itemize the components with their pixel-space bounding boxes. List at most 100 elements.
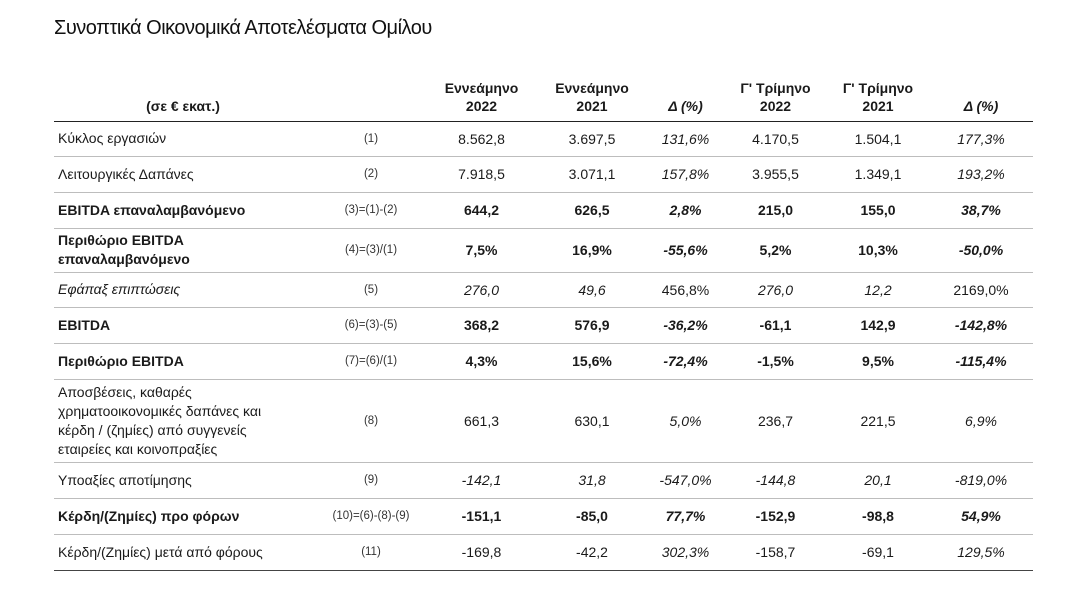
cell: -169,8 (426, 534, 537, 571)
cell: 6,9% (929, 379, 1033, 463)
table-row-ebitda: EBITDA (6)=(3)-(5) 368,2 576,9 -36,2% -6… (54, 307, 1033, 344)
table-row-recurring-ebitda: EBITDA επαναλαμβανόμενο (3)=(1)-(2) 644,… (54, 192, 1033, 229)
cell: 31,8 (537, 462, 647, 499)
cell: 2,8% (647, 192, 724, 229)
financial-results-table: (σε € εκατ.) Εννεάμηνο 2022 Εννεάμηνο 2021… (54, 78, 1033, 571)
col-header-9m-2022: Εννεάμηνο 2022 (444, 79, 519, 114)
row-ref: (10)=(6)-(8)-(9) (316, 498, 426, 535)
cell: 16,9% (537, 228, 647, 273)
row-label: Αποσβέσεις, καθαρές χρηματοοικονομικές δα… (54, 379, 316, 463)
cell: -55,6% (647, 228, 724, 273)
cell: 15,6% (537, 343, 647, 380)
table-row-ebitda-margin: Περιθώριο EBITDA (7)=(6)/(1) 4,3% 15,6% … (54, 343, 1033, 380)
table-row-recurring-ebitda-margin: Περιθώριο EBITDA επαναλαμβανόμενο (4)=(3)… (54, 228, 1033, 273)
cell: 155,0 (827, 192, 929, 229)
row-label: Κέρδη/(Ζημίες) προ φόρων (54, 498, 316, 535)
col-header-q3-2022: Γ' Τρίμηνο 2022 (740, 79, 811, 114)
col-header-delta-q3: Δ (%) (963, 97, 999, 114)
cell: 456,8% (647, 272, 724, 308)
cell: 142,9 (827, 307, 929, 344)
cell: 38,7% (929, 192, 1033, 229)
row-ref: (9) (316, 462, 426, 499)
row-label: EBITDA επαναλαμβανόμενο (54, 192, 316, 229)
ref-header (316, 78, 426, 121)
cell: -85,0 (537, 498, 647, 535)
col-header-9m-2021: Εννεάμηνο 2021 (555, 79, 629, 114)
cell: 10,3% (827, 228, 929, 273)
cell: 368,2 (426, 307, 537, 344)
row-label: Κέρδη/(Ζημίες) μετά από φόρους (54, 534, 316, 571)
cell: -144,8 (724, 462, 827, 499)
cell: 576,9 (537, 307, 647, 344)
cell: 5,2% (724, 228, 827, 273)
cell: 2169,0% (929, 272, 1033, 308)
cell: -151,1 (426, 498, 537, 535)
cell: 3.071,1 (537, 156, 647, 193)
cell: 8.562,8 (426, 121, 537, 157)
cell: 302,3% (647, 534, 724, 571)
cell: -69,1 (827, 534, 929, 571)
cell: 20,1 (827, 462, 929, 499)
col-header-q3-2021: Γ' Τρίμηνο 2021 (842, 79, 914, 114)
table-header-row: (σε € εκατ.) Εννεάμηνο 2022 Εννεάμηνο 2021… (54, 78, 1033, 121)
cell: -61,1 (724, 307, 827, 344)
cell: -142,8% (929, 307, 1033, 344)
cell: -98,8 (827, 498, 929, 535)
row-ref: (1) (316, 121, 426, 157)
row-label: EBITDA (54, 307, 316, 344)
cell: 4,3% (426, 343, 537, 380)
cell: 177,3% (929, 121, 1033, 157)
cell: 276,0 (426, 272, 537, 308)
cell: -152,9 (724, 498, 827, 535)
cell: 9,5% (827, 343, 929, 380)
table-row-impairments: Υποαξίες αποτίμησης (9) -142,1 31,8 -547… (54, 462, 1033, 499)
row-label: Εφάπαξ επιπτώσεις (54, 272, 316, 308)
table-row-profit-after-tax: Κέρδη/(Ζημίες) μετά από φόρους (11) -169… (54, 534, 1033, 571)
cell: -547,0% (647, 462, 724, 499)
cell: 12,2 (827, 272, 929, 308)
row-label: Λειτουργικές Δαπάνες (54, 156, 316, 193)
row-ref: (6)=(3)-(5) (316, 307, 426, 344)
row-ref: (11) (316, 534, 426, 571)
cell: -115,4% (929, 343, 1033, 380)
cell: 157,8% (647, 156, 724, 193)
cell: 129,5% (929, 534, 1033, 571)
row-ref: (8) (316, 379, 426, 463)
row-ref: (2) (316, 156, 426, 193)
cell: 215,0 (724, 192, 827, 229)
row-ref: (4)=(3)/(1) (316, 228, 426, 273)
cell: 7,5% (426, 228, 537, 273)
row-label: Κύκλος εργασιών (54, 121, 316, 157)
cell: 1.504,1 (827, 121, 929, 157)
col-header-delta-9m: Δ (%) (668, 97, 703, 114)
cell: -1,5% (724, 343, 827, 380)
cell: 644,2 (426, 192, 537, 229)
cell: 49,6 (537, 272, 647, 308)
cell: 630,1 (537, 379, 647, 463)
row-ref: (5) (316, 272, 426, 308)
row-label: Υποαξίες αποτίμησης (54, 462, 316, 499)
row-ref: (3)=(1)-(2) (316, 192, 426, 229)
table-row-revenue: Κύκλος εργασιών (1) 8.562,8 3.697,5 131,… (54, 121, 1033, 157)
table-row-depreciation: Αποσβέσεις, καθαρές χρηματοοικονομικές δα… (54, 379, 1033, 463)
table-row-one-off-effects: Εφάπαξ επιπτώσεις (5) 276,0 49,6 456,8% … (54, 272, 1033, 308)
cell: 54,9% (929, 498, 1033, 535)
row-label: Περιθώριο EBITDA (54, 343, 316, 380)
cell: 7.918,5 (426, 156, 537, 193)
row-ref: (7)=(6)/(1) (316, 343, 426, 380)
cell: 626,5 (537, 192, 647, 229)
cell: -72,4% (647, 343, 724, 380)
page-title: Συνοπτικά Οικονομικά Αποτελέσματα Ομίλου (54, 17, 432, 39)
cell: 3.697,5 (537, 121, 647, 157)
table-row-opex: Λειτουργικές Δαπάνες (2) 7.918,5 3.071,1… (54, 156, 1033, 193)
cell: -36,2% (647, 307, 724, 344)
cell: 5,0% (647, 379, 724, 463)
cell: 276,0 (724, 272, 827, 308)
cell: 131,6% (647, 121, 724, 157)
cell: 1.349,1 (827, 156, 929, 193)
cell: 4.170,5 (724, 121, 827, 157)
row-label: Περιθώριο EBITDA επαναλαμβανόμενο (54, 228, 316, 273)
cell: 77,7% (647, 498, 724, 535)
cell: 236,7 (724, 379, 827, 463)
cell: -42,2 (537, 534, 647, 571)
